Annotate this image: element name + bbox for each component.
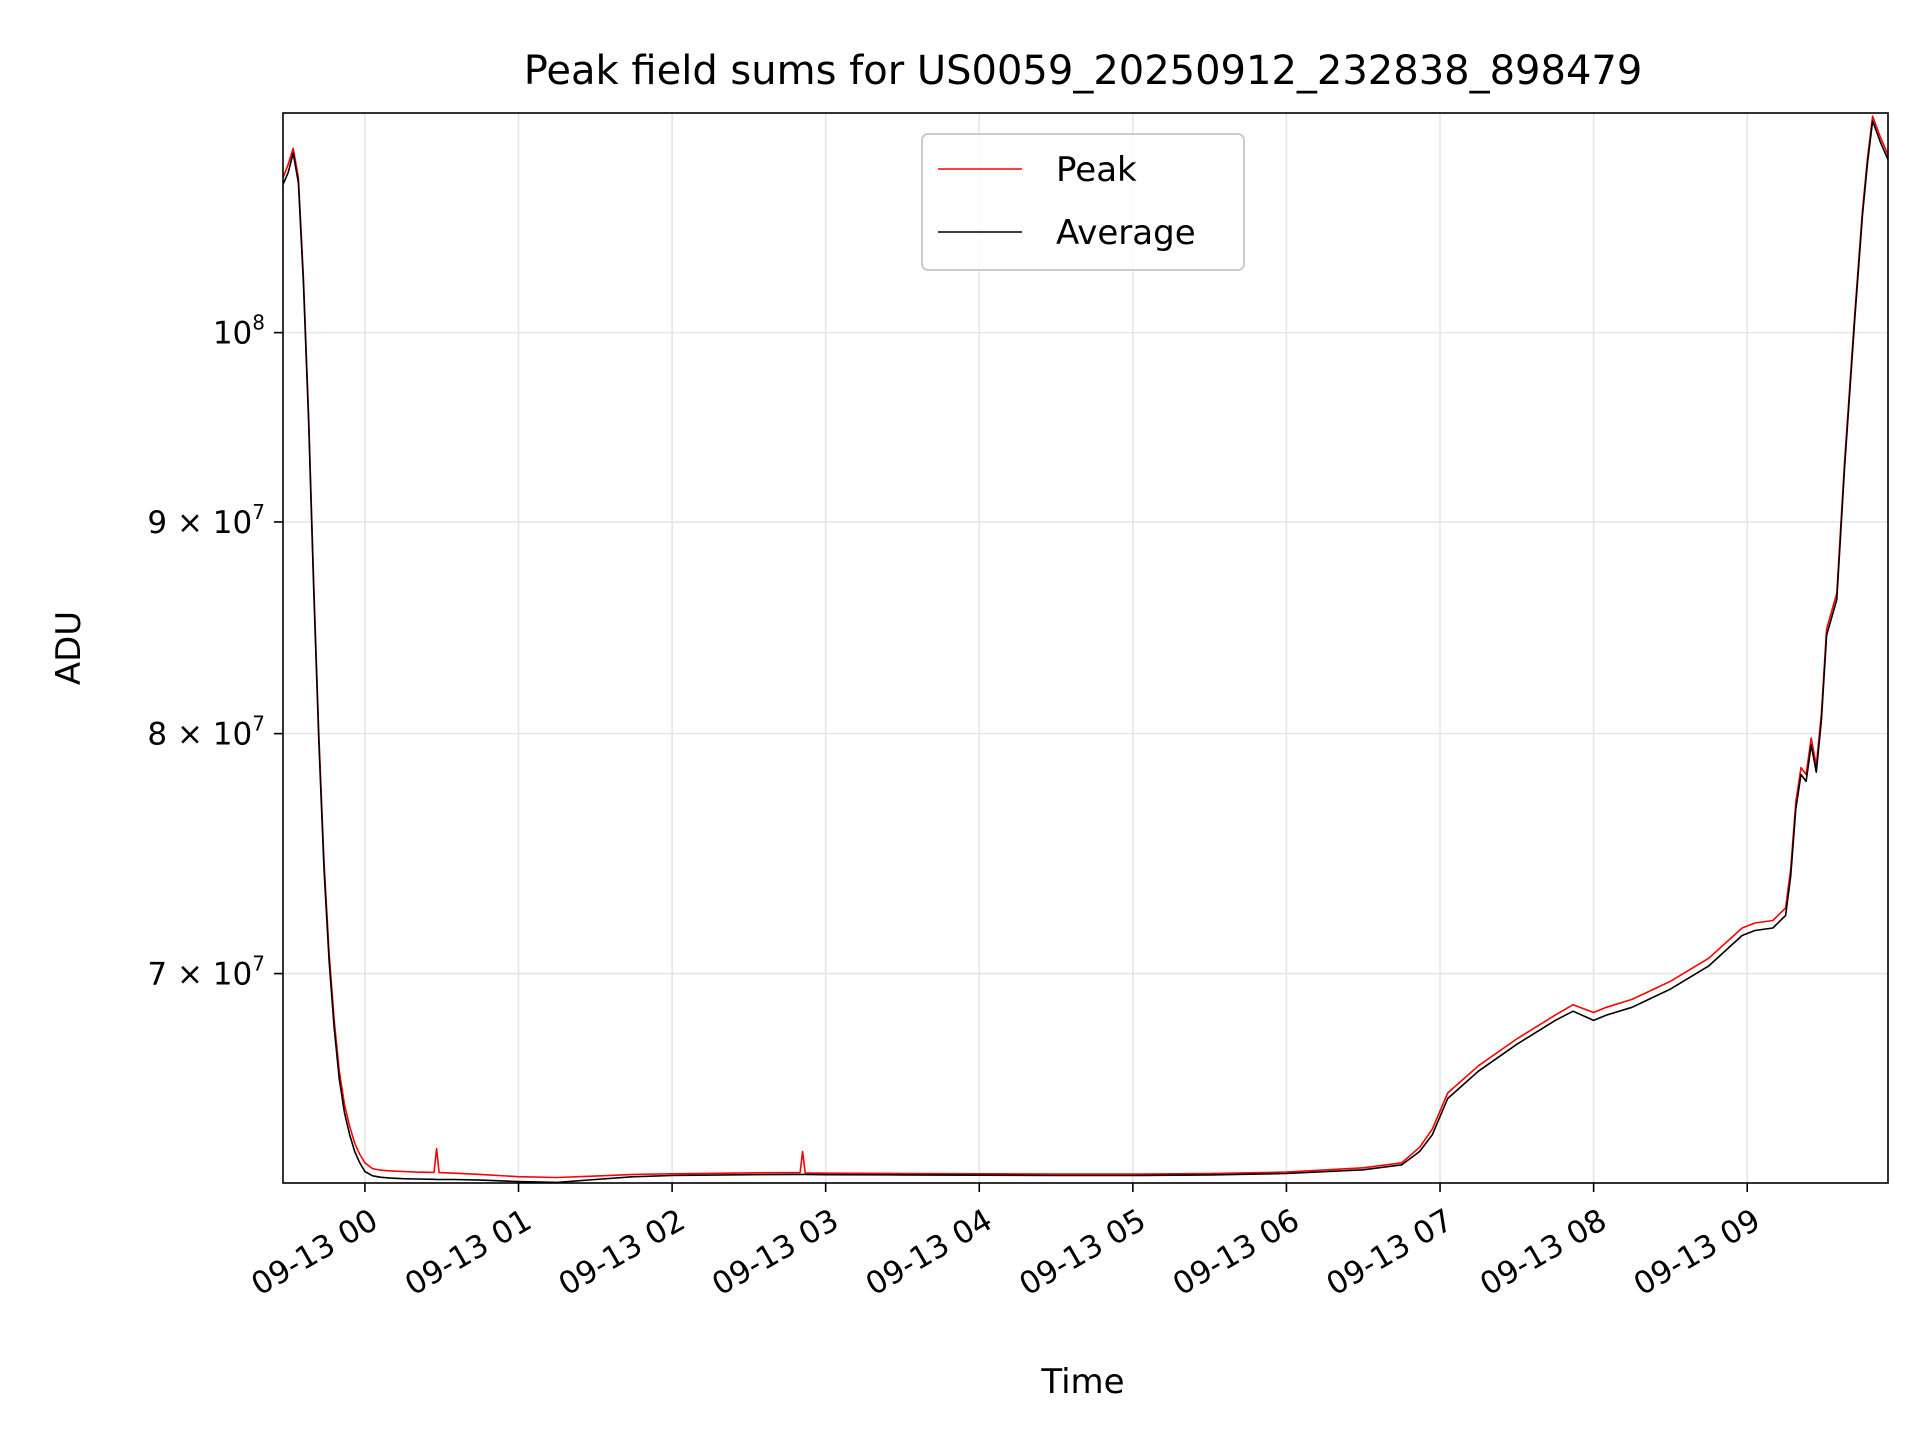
series-layer [283, 115, 1888, 1183]
y-tick-label-base: 8 × 10 [147, 717, 252, 753]
y-tick-label-exponent: 8 [252, 311, 265, 335]
y-tick-label-base: 10 [213, 316, 252, 352]
y-tick-label: 8 × 107 [147, 712, 265, 753]
y-tick-label: 7 × 107 [147, 952, 265, 993]
y-tick-label: 108 [213, 311, 265, 352]
chart-title: Peak field sums for US0059_20250912_2328… [524, 48, 1643, 94]
series-line-peak [283, 115, 1888, 1179]
legend-label-peak: Peak [1056, 150, 1137, 190]
legend-label-average: Average [1056, 213, 1196, 253]
y-tick-label-exponent: 7 [252, 500, 265, 524]
y-tick-label-base: 7 × 10 [147, 957, 252, 993]
y-axis-label: ADU [49, 611, 89, 685]
y-tick-label-base: 9 × 10 [147, 505, 252, 541]
legend-box [921, 133, 1245, 271]
y-tick-label-exponent: 7 [252, 712, 265, 736]
y-tick-label-exponent: 7 [252, 952, 265, 976]
legend: Peak Average [921, 133, 1245, 271]
y-tick-label: 9 × 107 [147, 500, 265, 541]
x-axis-label: Time [1040, 1362, 1124, 1402]
series-line-average [283, 120, 1888, 1183]
plot-frame [282, 112, 1889, 1184]
grid [283, 113, 1888, 1183]
